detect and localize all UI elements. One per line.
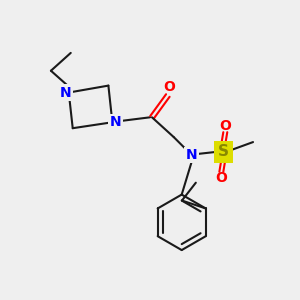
Text: O: O: [215, 171, 227, 185]
Text: O: O: [163, 80, 175, 94]
Text: N: N: [186, 148, 197, 162]
Text: N: N: [60, 85, 72, 100]
Text: O: O: [219, 119, 231, 133]
Text: N: N: [110, 115, 121, 129]
Text: S: S: [218, 145, 229, 160]
